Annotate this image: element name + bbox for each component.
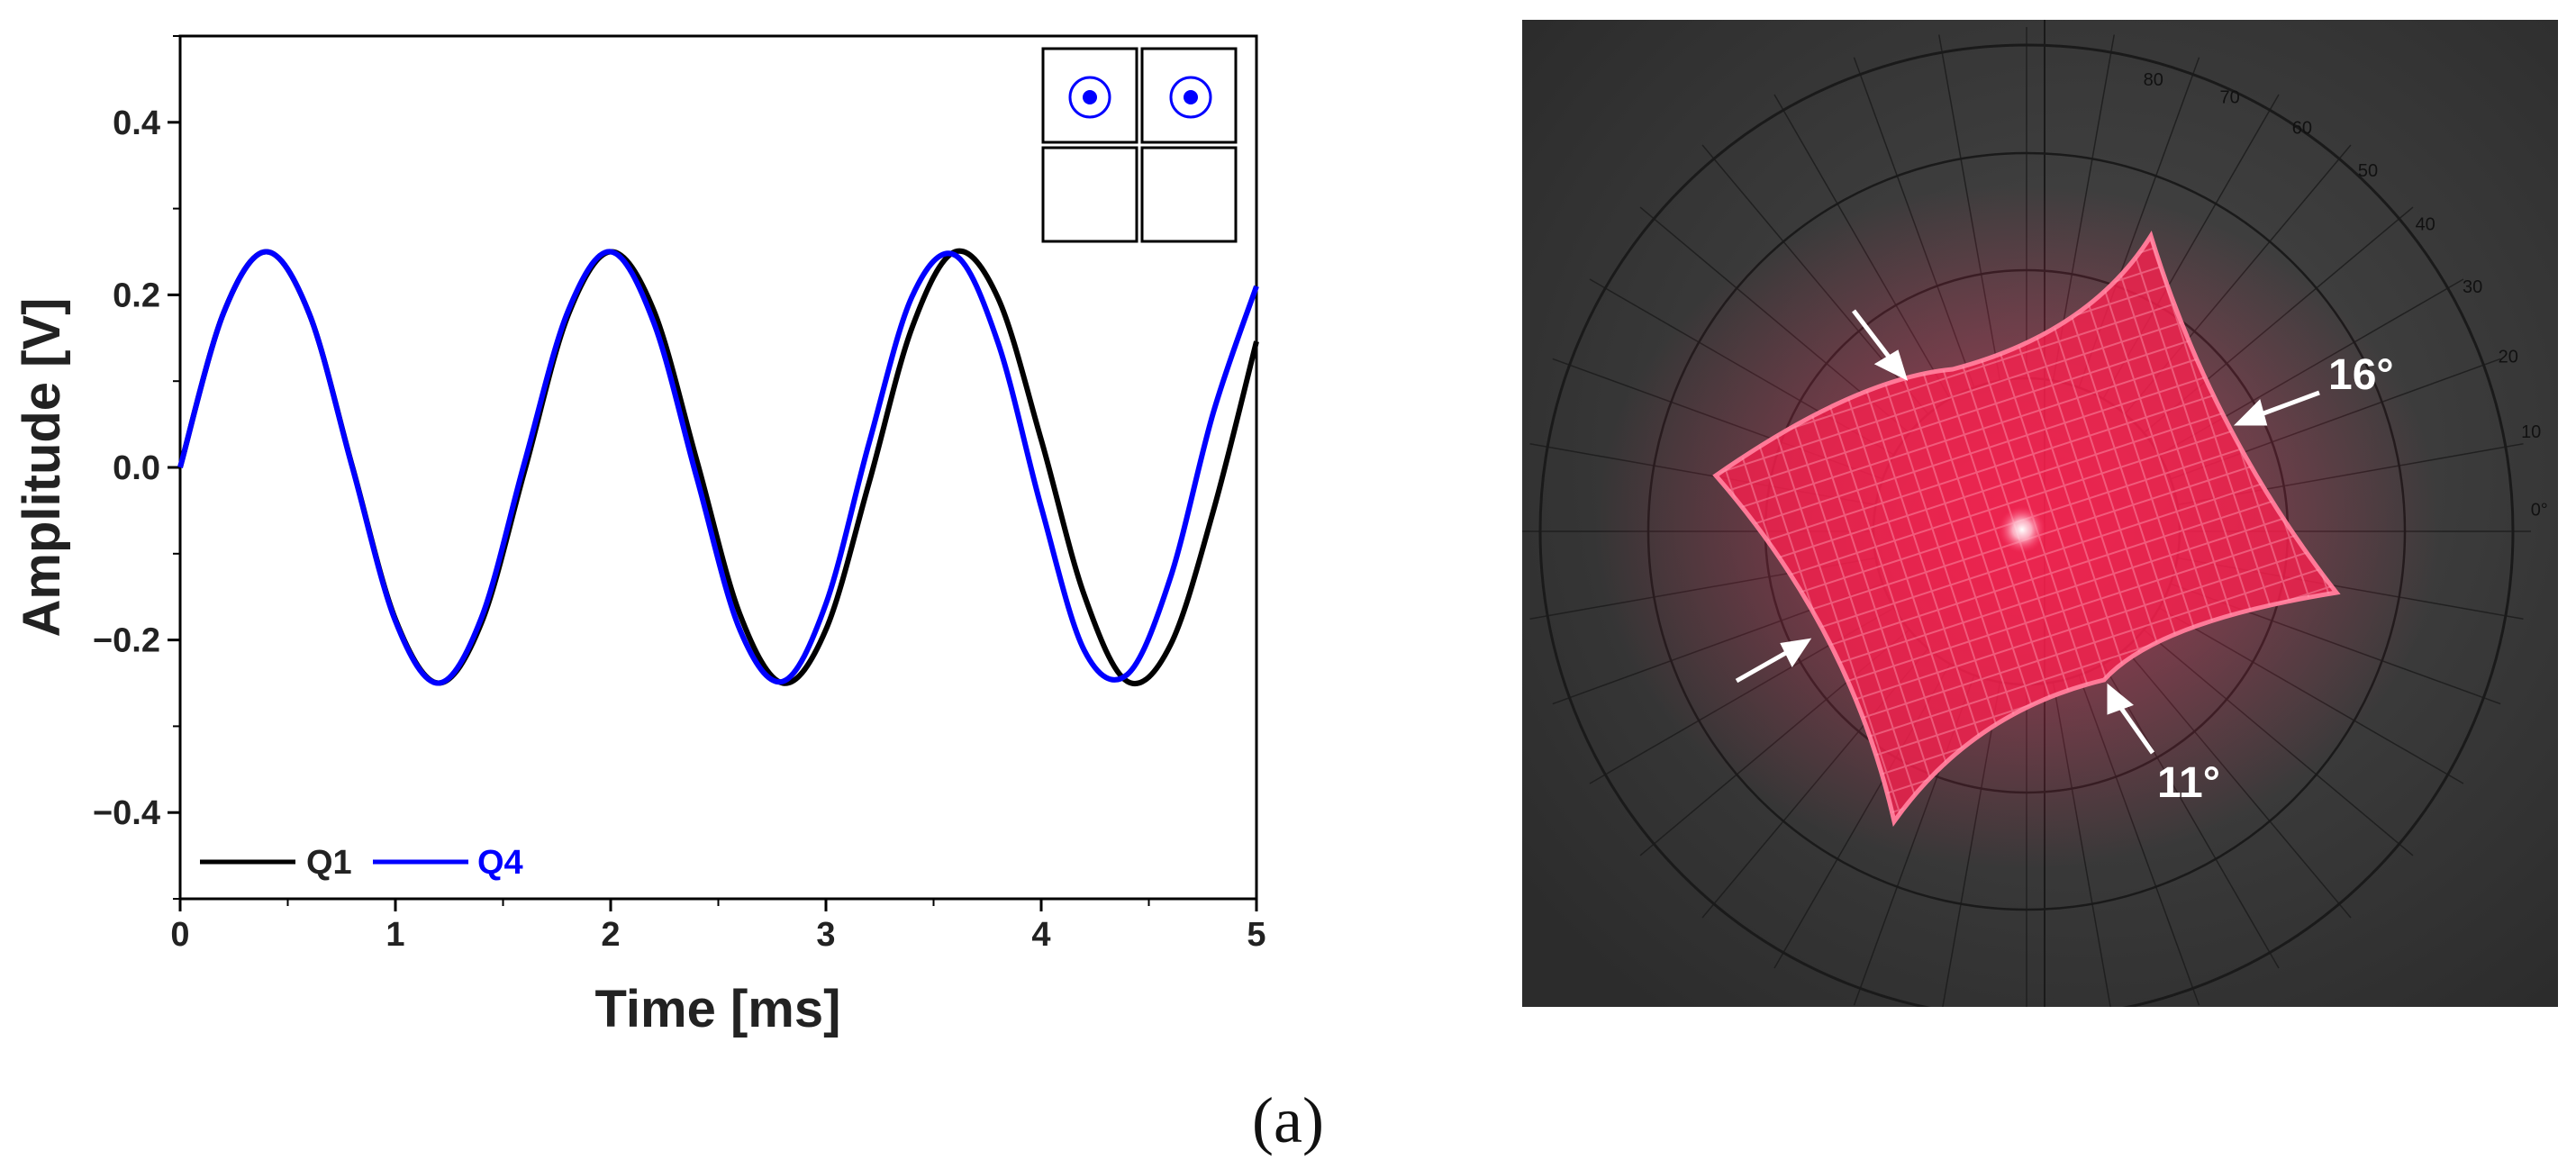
scale-number: 50 (2358, 161, 2378, 181)
legend-label-q4: Q4 (477, 844, 523, 882)
scale-number: 30 (2463, 277, 2482, 297)
scale-number: 70 (2220, 87, 2240, 107)
y-tick-label: 0.2 (113, 276, 160, 314)
quadrant-inset (1041, 47, 1238, 243)
panel-label: (a) (1252, 1084, 1324, 1156)
laser-center-spot (1999, 506, 2045, 553)
x-axis-title: Time [ms] (595, 980, 841, 1038)
scale-number: 0° (2531, 501, 2548, 521)
arrow-right (2233, 390, 2320, 426)
x-tick-label: 4 (1031, 916, 1050, 954)
scale-number: 20 (2499, 348, 2518, 367)
polar-scale-numbers: 80 70 60 50 40 30 20 10 0° (2144, 70, 2548, 521)
scale-number: 10 (2521, 422, 2541, 442)
quadrant-cell-4 (1140, 146, 1238, 243)
y-tick-label: −0.2 (93, 622, 160, 660)
y-axis-title: Amplitude [V] (13, 298, 71, 638)
legend: Q1 Q4 (200, 844, 523, 882)
x-axis-ticks: 0 1 2 3 4 5 (170, 899, 1266, 954)
series-line-q1 (177, 248, 1259, 686)
arrow-upper-left (1852, 309, 1909, 381)
x-tick-label: 5 (1247, 916, 1265, 954)
y-tick-label: 0.4 (113, 104, 160, 142)
target-marker-1 (1068, 76, 1111, 119)
arrow-lower-right (2107, 683, 2155, 755)
series-layer (177, 248, 1259, 686)
x-tick-label: 2 (601, 916, 620, 954)
line-chart: 0 1 2 3 4 5 −0.4 −0.2 0.0 0.2 0.4 Time [ms] Ampli… (13, 34, 1266, 1038)
y-tick-label: 0.0 (113, 449, 160, 487)
angle-label-11: 11° (2157, 759, 2220, 807)
laser-pattern-photo: 80 70 60 50 40 30 20 10 0° 16° 11° (1522, 20, 2558, 1007)
scale-number: 40 (2416, 214, 2435, 234)
series-line-q4 (177, 249, 1259, 686)
quadrant-cell-3 (1041, 146, 1138, 243)
y-tick-label: −0.4 (93, 794, 160, 832)
x-tick-label: 3 (816, 916, 835, 954)
x-tick-label: 0 (170, 916, 189, 954)
arrow-lower-left (1735, 638, 1812, 684)
quadrant-cell-1 (1041, 47, 1138, 144)
scale-number: 60 (2292, 119, 2312, 139)
x-tick-label: 1 (385, 916, 404, 954)
y-axis-ticks: −0.4 −0.2 0.0 0.2 0.4 (93, 104, 180, 832)
angle-label-16: 16° (2328, 351, 2394, 399)
target-marker-2 (1169, 76, 1212, 119)
scale-number: 80 (2144, 70, 2163, 90)
legend-label-q1: Q1 (306, 844, 352, 882)
